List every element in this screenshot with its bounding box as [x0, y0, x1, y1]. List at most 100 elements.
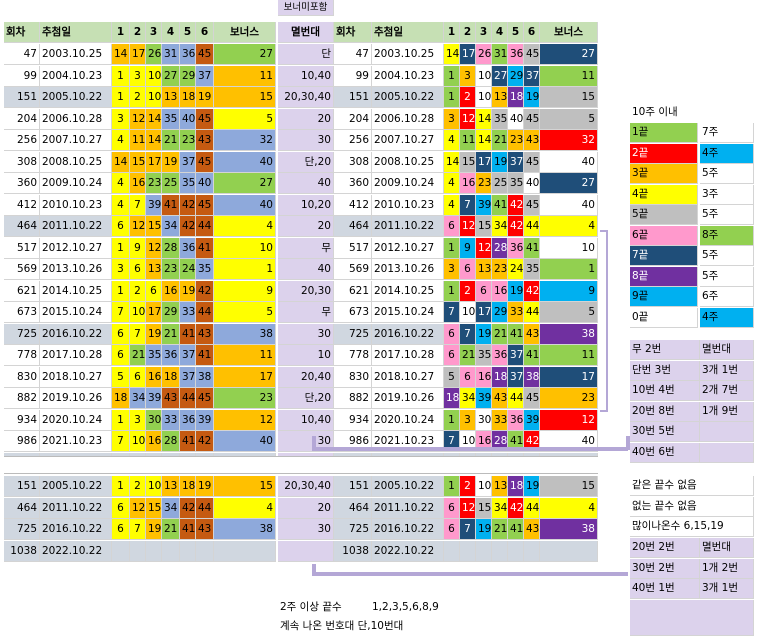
number-cell: 14 — [112, 44, 130, 65]
round-cell: 464 — [4, 216, 40, 237]
ending-number-cell: 21 — [492, 130, 508, 151]
number-cell: 31 — [162, 44, 180, 65]
header-date: 추첨일 — [40, 22, 112, 43]
number-cell: 15 — [146, 497, 162, 519]
ending-number-cell: 17 — [476, 302, 492, 323]
bonus-cell-r: 11 — [540, 65, 598, 87]
bonus-cell-r: 10 — [540, 237, 598, 259]
date-cell-r: 2015.10.24 — [372, 302, 444, 323]
number-cell: 42 — [196, 280, 214, 302]
legend-weeks-6: 8주 — [700, 225, 754, 246]
ending-number-cell: 18 — [492, 366, 508, 388]
ending-number-cell: 7 — [444, 431, 460, 452]
round-cell-r: 464 — [334, 497, 372, 519]
ending-number-cell: 36 — [508, 237, 524, 259]
number-cell: 2 — [130, 280, 146, 302]
number-cell: 42 — [180, 497, 196, 519]
ending-number-cell: 1 — [444, 237, 460, 259]
stats1-left: 20번 8번 — [630, 401, 700, 422]
stats1-left: 단번 3번 — [630, 360, 700, 381]
ending-number-cell: 39 — [476, 388, 492, 409]
number-cell: 35 — [162, 108, 180, 130]
ending-number-cell: 10 — [460, 431, 476, 452]
date-cell-r: 2009.10.24 — [372, 173, 444, 194]
bonus-cell-r: 12 — [540, 409, 598, 431]
band-cell: 30 — [278, 130, 334, 151]
stats2-right: 1개 2번 — [700, 558, 754, 579]
ending-number-cell: 21 — [492, 519, 508, 540]
ending-number-cell: 42 — [508, 497, 524, 519]
number-cell: 6 — [130, 259, 146, 280]
bonus-cell: 38 — [214, 323, 276, 345]
date-cell-r: 2013.10.26 — [372, 259, 444, 280]
bonus-cell-r: 38 — [540, 519, 598, 540]
number-cell: 17 — [146, 151, 162, 173]
date-cell-r: 2005.10.22 — [372, 476, 444, 497]
ending-number-cell: 1 — [444, 476, 460, 497]
band-cell — [278, 540, 334, 562]
ending-number-cell: 41 — [524, 237, 540, 259]
number-cell: 15 — [130, 151, 146, 173]
connector-line — [312, 447, 628, 451]
ending-number-cell: 16 — [476, 431, 492, 452]
number-cell: 12 — [130, 497, 146, 519]
ending-number-cell: 43 — [492, 388, 508, 409]
date-cell: 2005.10.22 — [40, 87, 112, 108]
header-rn1: 1 — [444, 22, 460, 43]
header-n3: 3 — [146, 22, 162, 43]
number-cell: 16 — [146, 366, 162, 388]
ending-number-cell: 4 — [444, 130, 460, 151]
legend-ending-9: 9끝 — [630, 287, 698, 307]
bonus-cell: 23 — [214, 388, 276, 409]
header-round: 회차 — [4, 22, 40, 43]
legend-weeks-1: 7주 — [700, 123, 754, 143]
ending-number-cell — [444, 540, 460, 562]
stats1-right: 1개 9번 — [700, 401, 754, 422]
legend-weeks-5: 5주 — [700, 205, 754, 225]
number-cell: 17 — [130, 44, 146, 65]
bonus-cell-r: 15 — [540, 476, 598, 497]
ending-number-cell: 23 — [508, 130, 524, 151]
date-cell: 2006.10.28 — [40, 108, 112, 130]
ending-number-cell: 29 — [508, 65, 524, 87]
number-cell: 37 — [196, 65, 214, 87]
number-cell: 6 — [112, 497, 130, 519]
ending-number-cell — [508, 540, 524, 562]
band-cell: 10,40 — [278, 65, 334, 87]
number-cell: 18 — [162, 366, 180, 388]
number-cell: 35 — [180, 173, 196, 194]
ending-number-cell: 37 — [508, 151, 524, 173]
legend-ending-5: 5끝 — [630, 205, 698, 225]
round-cell-r: 882 — [334, 388, 372, 409]
header-bonus-r: 보너스 — [540, 22, 598, 43]
date-cell: 2020.10.24 — [40, 409, 112, 431]
band-cell: 40 — [278, 259, 334, 280]
number-cell: 35 — [196, 259, 214, 280]
legend-weeks-2: 4주 — [700, 143, 754, 164]
band-cell: 10,20 — [278, 194, 334, 216]
number-cell: 39 — [196, 409, 214, 431]
bonus-cell: 11 — [214, 345, 276, 366]
round-cell-r: 99 — [334, 65, 372, 87]
number-cell: 37 — [180, 366, 196, 388]
date-cell-r: 2004.10.23 — [372, 65, 444, 87]
number-cell: 40 — [196, 173, 214, 194]
note-text: 많이나온수 6,15,19 — [630, 517, 754, 537]
legend-weeks-10: 4주 — [700, 307, 754, 328]
date-cell-r: 2018.10.27 — [372, 366, 444, 388]
ending-number-cell: 45 — [524, 388, 540, 409]
round-cell: 569 — [4, 259, 40, 280]
ending-number-cell: 18 — [508, 87, 524, 108]
legend-ending-2: 2끝 — [630, 143, 698, 164]
number-cell: 21 — [162, 323, 180, 345]
band-cell: 20 — [278, 497, 334, 519]
legend-weeks-9: 6주 — [700, 287, 754, 307]
ending-number-cell: 36 — [508, 44, 524, 65]
ending-number-cell: 4 — [444, 194, 460, 216]
section-separator — [4, 456, 598, 474]
round-cell: 151 — [4, 476, 40, 497]
band-cell: 20,40 — [278, 366, 334, 388]
band-cell: 단 — [278, 44, 334, 65]
date-cell-r: 2019.10.26 — [372, 388, 444, 409]
number-cell: 42 — [180, 194, 196, 216]
